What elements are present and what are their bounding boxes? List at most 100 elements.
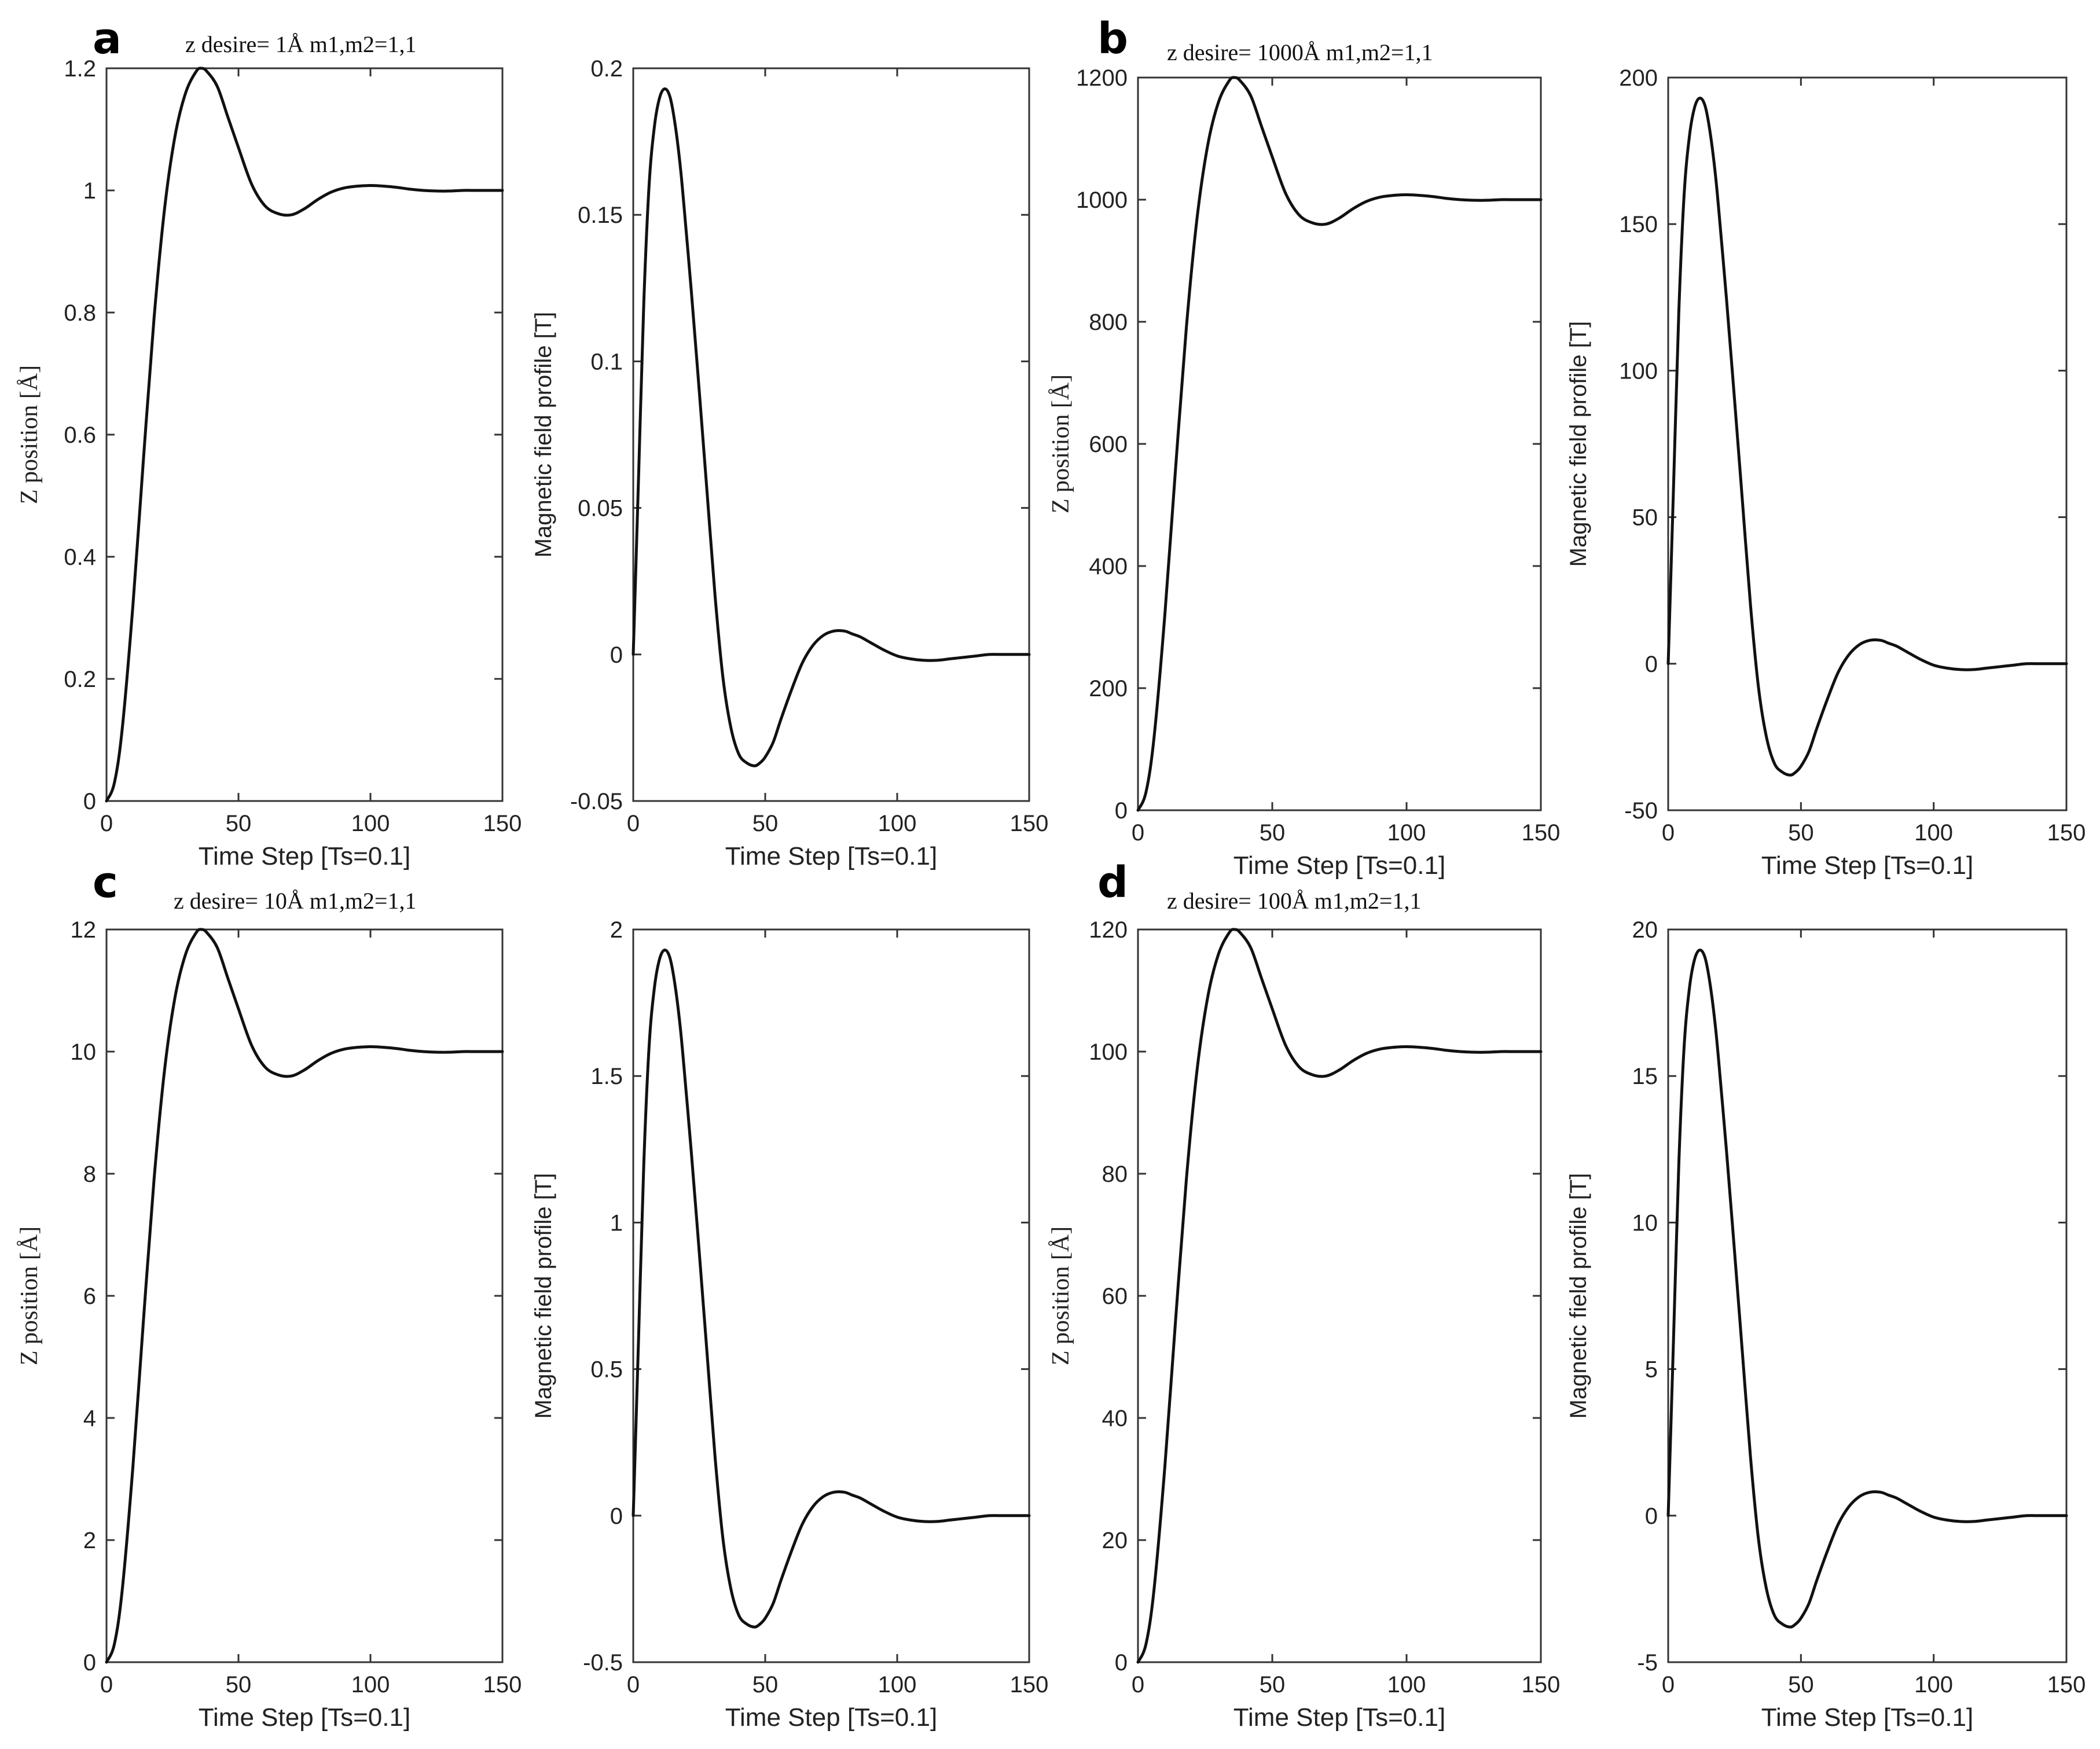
y-tick-label: 8	[83, 1162, 96, 1187]
y-tick-label: 20	[1632, 917, 1658, 943]
y-axis-label: Magnetic field profile [T]	[531, 312, 556, 558]
x-tick-label: 100	[1387, 1672, 1426, 1697]
y-tick-label: -0.5	[583, 1650, 623, 1675]
y-tick-label: 5	[1645, 1357, 1658, 1383]
y-tick-label: 400	[1089, 554, 1128, 579]
y-tick-label: 0	[1645, 1504, 1658, 1529]
x-tick-label: 50	[1260, 820, 1286, 846]
x-tick-label: 100	[1387, 820, 1426, 846]
y-tick-label: 80	[1102, 1162, 1128, 1187]
x-tick-label: 0	[1662, 1672, 1675, 1697]
axes-frame	[1137, 76, 1542, 811]
x-tick-label: 100	[351, 811, 390, 836]
y-tick-label: 200	[1619, 65, 1658, 91]
y-axis-label: Z position [Å]	[16, 1226, 43, 1365]
y-tick-label: 1	[610, 1210, 623, 1236]
y-tick-label: 40	[1102, 1406, 1128, 1431]
y-tick-label: 20	[1102, 1528, 1128, 1553]
series-line	[1666, 96, 2068, 777]
y-tick-label: 0.05	[578, 496, 623, 521]
y-tick-label: 800	[1089, 310, 1128, 335]
y-tick-label: 100	[1089, 1039, 1128, 1065]
y-axis-label: Magnetic field profile [T]	[1566, 1173, 1591, 1419]
panel-label-c: c	[93, 858, 118, 907]
axes-frame	[632, 67, 1030, 802]
y-tick-label: 0.5	[590, 1357, 623, 1383]
panel-title-d: z desire= 100Å m1,m2=1,1	[1167, 888, 1422, 914]
y-tick-label: 0.8	[64, 300, 96, 326]
chart-c-pos: 0 50 100 150 0 2 4 6 8 10 12 Time Step [Ts=0.1] Z po…	[16, 917, 522, 1732]
x-tick-label: 150	[2047, 820, 2086, 846]
y-tick-label: 0.4	[64, 545, 96, 570]
y-tick-label: 12	[71, 917, 97, 943]
x-axis-label: Time Step [Ts=0.1]	[199, 842, 410, 870]
x-axis-label: Time Step [Ts=0.1]	[1233, 851, 1445, 880]
y-tick-label: 1.2	[64, 56, 96, 82]
y-tick-label: 120	[1089, 917, 1128, 943]
y-axis-label: Magnetic field profile [T]	[531, 1173, 556, 1419]
panel-title-c: z desire= 10Å m1,m2=1,1	[174, 888, 417, 914]
x-axis-label: Time Step [Ts=0.1]	[1761, 851, 1973, 880]
x-tick-label: 150	[1522, 820, 1561, 846]
series-line	[1136, 76, 1543, 812]
x-tick-label: 150	[1010, 1672, 1049, 1697]
series-line	[105, 928, 504, 1664]
x-tick-label: 100	[878, 811, 917, 836]
axes-frame	[1667, 928, 2068, 1663]
y-tick-label: 10	[71, 1039, 97, 1065]
y-tick-label: 0	[83, 1650, 96, 1675]
y-tick-label: 0.6	[64, 422, 96, 448]
y-tick-label: 2	[610, 917, 623, 943]
y-tick-label: 10	[1632, 1210, 1658, 1236]
y-tick-label: 0	[1645, 652, 1658, 677]
x-tick-label: 0	[100, 811, 113, 836]
axes-frame	[1667, 76, 2068, 811]
y-tick-label: -0.05	[570, 789, 623, 814]
x-tick-label: 150	[483, 811, 522, 836]
series-line	[632, 87, 1031, 767]
y-tick-label: 15	[1632, 1064, 1658, 1089]
y-tick-label: 0	[83, 789, 96, 814]
x-axis-label: Time Step [Ts=0.1]	[725, 1703, 937, 1732]
x-axis-label: Time Step [Ts=0.1]	[1233, 1703, 1445, 1732]
y-axis-label: Magnetic field profile [T]	[1566, 321, 1591, 567]
x-tick-label: 100	[1914, 820, 1953, 846]
x-tick-label: 150	[2047, 1672, 2086, 1697]
series-line	[632, 948, 1031, 1629]
panel-label-a: a	[93, 14, 122, 64]
y-axis-label: Z position [Å]	[1048, 374, 1074, 513]
axes-frame	[632, 928, 1030, 1663]
y-tick-label: 0.15	[578, 203, 623, 228]
x-tick-label: 0	[627, 1672, 640, 1697]
x-tick-label: 50	[1788, 820, 1814, 846]
series-line	[1136, 928, 1543, 1664]
y-tick-label: 0	[610, 1504, 623, 1529]
y-tick-label: 200	[1089, 676, 1128, 701]
panel-label-d: d	[1097, 858, 1128, 907]
y-tick-label: 0	[1115, 798, 1128, 824]
y-tick-label: 0.2	[590, 56, 623, 82]
panel-title-b: z desire= 1000Å m1,m2=1,1	[1167, 39, 1433, 65]
y-tick-label: 0	[1115, 1650, 1128, 1675]
axes-frame	[105, 928, 504, 1663]
x-tick-label: 0	[1132, 820, 1144, 846]
chart-a-pos: 0 50 100 150 0 0.2 0.4 0.6 0.8 1 1.2 Time Step [Ts=…	[16, 56, 522, 870]
y-tick-label: 1000	[1076, 188, 1128, 213]
panel-title-a: z desire= 1Å m1,m2=1,1	[185, 31, 417, 57]
y-tick-label: 6	[83, 1284, 96, 1309]
x-tick-label: 100	[351, 1672, 390, 1697]
y-tick-label: 1200	[1076, 65, 1128, 91]
x-tick-label: 0	[100, 1672, 113, 1697]
y-tick-label: 4	[83, 1406, 96, 1431]
y-tick-label: 100	[1619, 358, 1658, 384]
y-axis-label: Z position [Å]	[1048, 1226, 1074, 1365]
y-tick-label: 150	[1619, 212, 1658, 237]
y-tick-label: 1	[83, 178, 96, 204]
x-tick-label: 50	[752, 811, 779, 836]
x-axis-label: Time Step [Ts=0.1]	[199, 1703, 410, 1732]
